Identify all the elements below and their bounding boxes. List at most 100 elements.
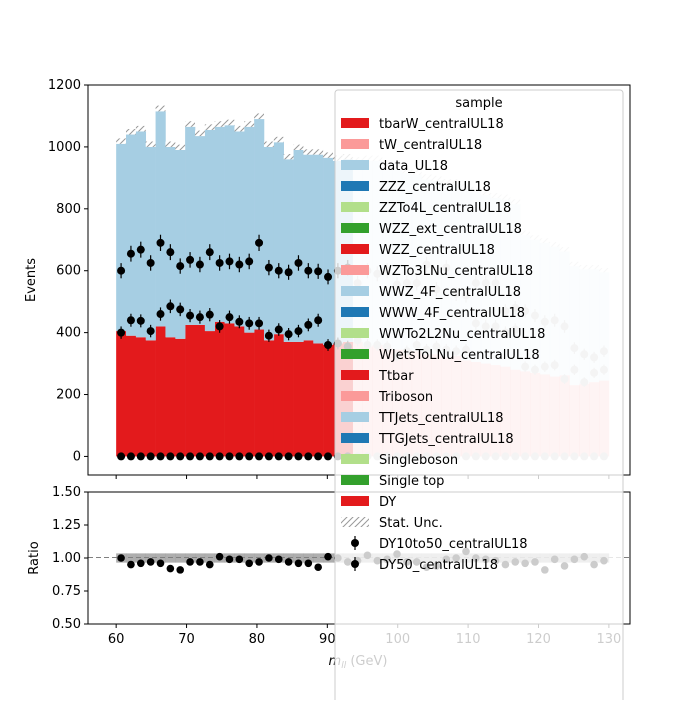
- legend-swatch: [341, 181, 369, 191]
- legend-swatch: [341, 475, 369, 485]
- ratio-point: [117, 554, 125, 562]
- legend-label: Singleboson: [379, 453, 458, 468]
- legend-label: tW_centralUL18: [379, 138, 482, 153]
- legend-label: ZZTo4L_centralUL18: [379, 201, 511, 216]
- bar-segment: [185, 324, 196, 457]
- ratio-point: [304, 559, 313, 568]
- zero-data-point: [264, 452, 273, 461]
- legend-swatch: [341, 433, 369, 443]
- bar-segment: [126, 134, 137, 336]
- ratio-point: [225, 555, 234, 564]
- zero-data-point: [225, 452, 234, 461]
- ratio-point: [156, 559, 165, 568]
- legend-swatch: [341, 160, 369, 170]
- legend-label: Ttbar: [378, 369, 414, 384]
- data-point: [215, 322, 224, 331]
- bar-segment: [165, 146, 176, 338]
- ratio-point: [284, 558, 293, 566]
- bar-segment: [313, 154, 324, 344]
- legend-label: DY10to50_centralUL18: [379, 537, 528, 552]
- data-point: [186, 311, 195, 320]
- uncertainty-band: [165, 141, 176, 147]
- bar-segment: [116, 143, 127, 332]
- x-tick-label: 60: [108, 632, 125, 647]
- ratio-point: [274, 555, 283, 564]
- bar-segment: [135, 131, 147, 338]
- data-point: [314, 267, 323, 276]
- x-tick-label: 90: [319, 632, 336, 647]
- ratio-point: [146, 558, 155, 566]
- zero-data-point: [245, 452, 254, 461]
- ratio-y-tick-label: 1.00: [52, 551, 81, 566]
- data-point: [166, 248, 175, 257]
- uncertainty-band: [194, 130, 205, 137]
- zero-data-point: [294, 452, 303, 461]
- uncertainty-band: [155, 105, 166, 112]
- data-point: [136, 316, 145, 325]
- bar-segment: [273, 142, 284, 335]
- zero-data-point: [314, 452, 323, 461]
- uncertainty-band: [135, 125, 146, 132]
- legend-label: WJetsToLNu_centralUL18: [379, 348, 540, 363]
- bar-segment: [194, 324, 206, 457]
- legend-swatch: [341, 496, 369, 506]
- y-tick-label: 1200: [48, 78, 81, 93]
- legend-label: WZZ_ext_centralUL18: [379, 222, 522, 237]
- bar-segment: [224, 323, 235, 457]
- bar-segment: [234, 326, 245, 457]
- bar-segment: [283, 341, 294, 457]
- data-point: [176, 262, 185, 271]
- bar-segment: [293, 150, 304, 342]
- bar-segment: [263, 340, 275, 457]
- x-tick-label: 80: [249, 632, 266, 647]
- data-point: [146, 258, 155, 267]
- legend-swatch: [341, 328, 369, 338]
- data-point: [324, 341, 333, 349]
- bar-segment: [263, 146, 275, 341]
- legend-label: data_UL18: [379, 159, 448, 174]
- bar-segment: [194, 136, 206, 325]
- y-tick-label: 400: [56, 326, 81, 341]
- uncertainty-band: [204, 124, 215, 130]
- legend-label: WWTo2L2Nu_centralUL18: [379, 327, 545, 342]
- legend-swatch: [341, 139, 369, 149]
- uncertainty-band: [303, 149, 314, 155]
- bar-segment: [204, 129, 216, 332]
- legend-label: Stat. Unc.: [379, 516, 443, 531]
- ratio-point: [294, 559, 303, 568]
- ratio-point: [136, 559, 145, 568]
- bar-segment: [303, 154, 314, 341]
- bar-segment: [185, 126, 196, 325]
- legend-label: WZZ_centralUL18: [379, 243, 495, 258]
- ratio-point: [314, 563, 322, 572]
- legend-label: TTJets_centralUL18: [378, 411, 504, 426]
- data-point: [255, 238, 264, 247]
- zero-data-point: [136, 452, 145, 461]
- ratio-point: [255, 558, 263, 566]
- ratio-point: [324, 552, 332, 561]
- zero-data-point: [284, 452, 293, 461]
- legend-label: DY: [379, 495, 396, 510]
- uncertainty-band: [234, 125, 245, 132]
- legend-swatch-hatch: [341, 517, 369, 527]
- uncertainty-band: [214, 121, 225, 127]
- legend-swatch: [341, 286, 369, 296]
- zero-data-point: [255, 452, 264, 461]
- data-point: [314, 316, 323, 325]
- y-tick-label: 600: [56, 264, 81, 279]
- zero-data-point: [215, 452, 224, 461]
- main-y-axis: 0 200 400 600 800 1000 1200: [48, 78, 88, 464]
- legend-label: WWZ_4F_centralUL18: [379, 285, 521, 300]
- zero-data-point: [186, 452, 195, 461]
- data-point: [205, 310, 214, 319]
- legend-swatch: [341, 244, 369, 254]
- legend-title: sample: [455, 96, 502, 111]
- legend-swatch: [341, 391, 369, 401]
- data-point: [294, 327, 303, 336]
- ratio-y-axis-label: Ratio: [27, 541, 42, 574]
- legend-swatch: [341, 370, 369, 380]
- data-point: [186, 255, 195, 264]
- uncertainty-band: [185, 121, 195, 127]
- bar-segment: [323, 345, 334, 457]
- legend-swatch: [341, 118, 369, 128]
